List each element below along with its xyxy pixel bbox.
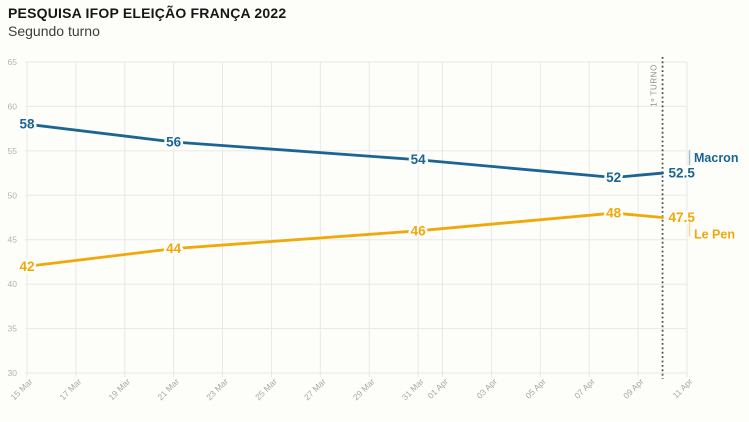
value-label: 56 [166, 134, 182, 149]
y-tick-label: 60 [8, 101, 18, 111]
x-tick-label: 05 Apr [523, 376, 548, 401]
value-label: 46 [411, 223, 427, 238]
y-tick-label: 50 [8, 190, 18, 200]
value-label: 44 [166, 241, 182, 256]
series-name-label: Le Pen [694, 228, 735, 242]
x-tick-label: 27 Mar [302, 376, 328, 402]
x-tick-label: 21 Mar [155, 376, 181, 402]
series-name-label: Macron [694, 151, 738, 165]
chart-subtitle: Segundo turno [8, 23, 100, 39]
x-tick-label: 09 Apr [621, 376, 646, 401]
y-tick-label: 55 [8, 146, 18, 156]
x-tick-label: 11 Apr [670, 376, 694, 400]
value-label: 52 [606, 170, 621, 185]
x-tick-label: 19 Mar [106, 376, 132, 402]
x-tick-label: 23 Mar [204, 376, 230, 402]
chart-title: PESQUISA IFOP ELEIÇÃO FRANÇA 2022 [8, 5, 287, 21]
x-tick-label: 29 Mar [351, 376, 377, 402]
grid-layer [25, 61, 688, 377]
value-label: 47.5 [669, 210, 696, 225]
first-round-marker: 1º TURNO [650, 57, 664, 379]
y-tick-label: 30 [8, 368, 18, 378]
first-round-label: 1º TURNO [650, 64, 659, 107]
x-tick-label: 01 Apr [426, 376, 451, 401]
x-tick-label: 17 Mar [58, 376, 84, 402]
y-tick-label: 35 [8, 324, 18, 334]
y-tick-label: 45 [8, 235, 18, 245]
x-tick-label: 25 Mar [253, 376, 279, 402]
value-label: 58 [19, 117, 35, 132]
x-tick-label: 03 Apr [474, 376, 499, 401]
axis-tick-labels: 30 35 40 45 50 55 60 65 15 Mar 17 Mar 19 Mar 21 Mar… [8, 57, 695, 402]
series-le-pen: 42 44 46 48 47.5 Le Pen [17, 203, 735, 276]
x-tick-label: 31 Mar [400, 376, 426, 402]
x-tick-label: 07 Apr [572, 376, 597, 401]
y-tick-label: 65 [8, 57, 18, 67]
x-tick-label: 15 Mar [9, 376, 35, 402]
value-label: 48 [606, 206, 622, 221]
value-label: 54 [411, 152, 427, 167]
y-tick-label: 40 [8, 279, 18, 289]
value-label: 52.5 [669, 166, 696, 181]
value-label: 42 [19, 259, 34, 274]
